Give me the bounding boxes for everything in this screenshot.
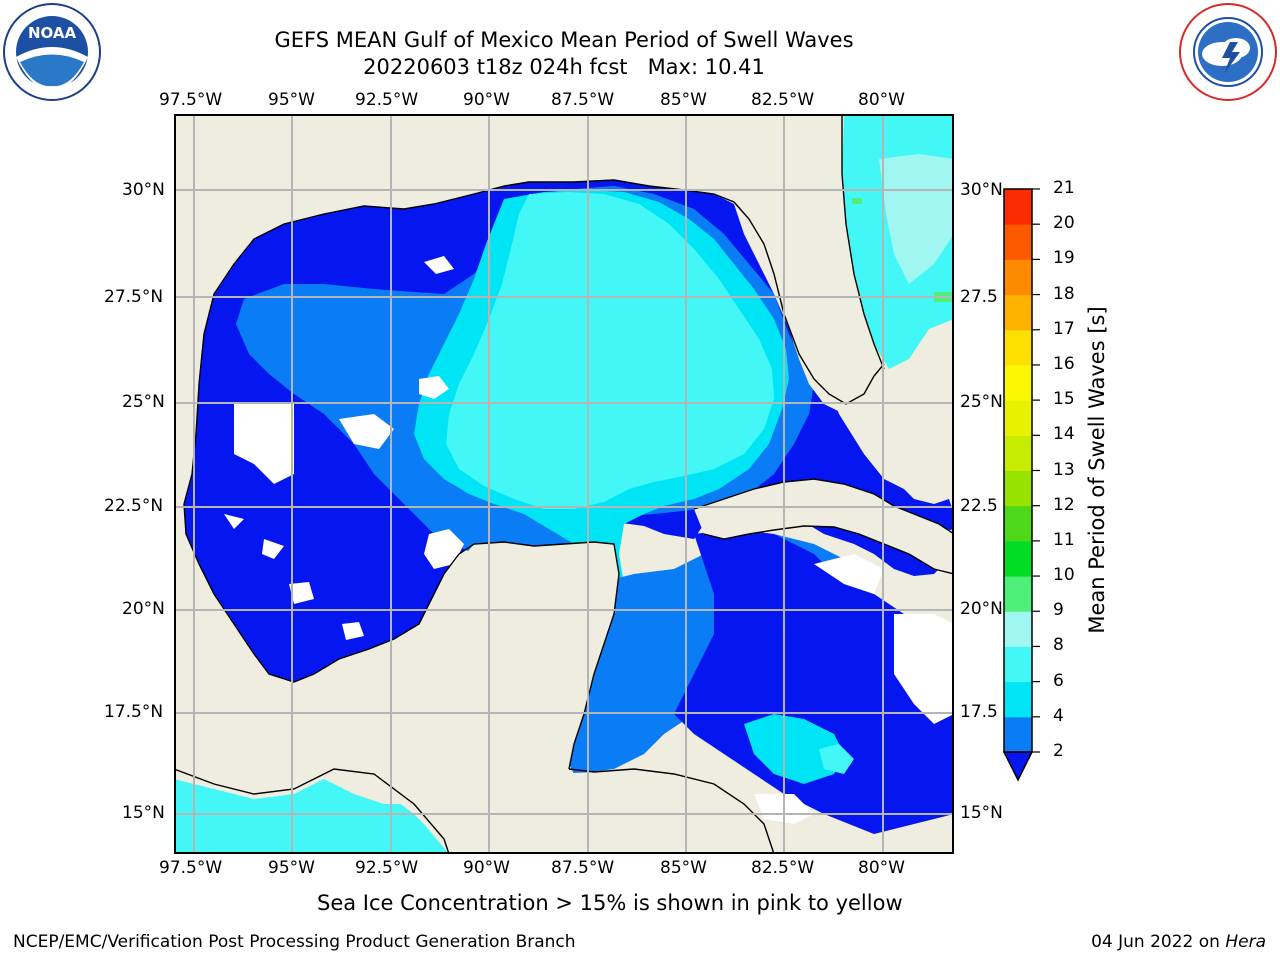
swell-band-gulf-core — [446, 192, 774, 509]
swell-band-atlantic-light — [879, 154, 954, 284]
colorbar-axis-label: Mean Period of Swell Waves [s] — [1085, 306, 1109, 634]
lon-label-bottom-97-5: 97.5°W — [159, 858, 223, 878]
colorbar-tick-label: 9 — [1053, 600, 1064, 621]
lat-label-left-17-5: 17.5°N — [104, 702, 164, 722]
no-data-holes — [224, 256, 954, 824]
colorbar-tick-label: 17 — [1053, 318, 1075, 339]
colorbar-tick-label: 8 — [1053, 635, 1064, 656]
land-yucatan — [294, 542, 619, 804]
noaa-logo-text: NOAA — [28, 24, 77, 42]
colorbar-extend-triangle — [1002, 751, 1034, 782]
lat-label-left-20: 20°N — [122, 599, 165, 619]
coastlines — [174, 114, 954, 854]
colorbar-tick-label: 18 — [1053, 283, 1075, 304]
lon-label-bottom-92-5: 92.5°W — [355, 858, 419, 878]
lon-label-bottom-80: 80°W — [858, 858, 905, 878]
footer-host: Hera — [1225, 932, 1266, 952]
nws-logo — [1178, 2, 1278, 106]
lat-label-left-27-5: 27.5°N — [104, 287, 164, 307]
colorbar-segment — [1004, 505, 1032, 542]
lon-label-top-95: 95°W — [268, 90, 315, 110]
lon-label-bottom-82-5: 82.5°W — [751, 858, 815, 878]
swell-band-atlantic-green-2 — [852, 198, 862, 204]
lat-label-right-17-5: 17.5 — [960, 702, 998, 722]
lon-label-top-82-5: 82.5°W — [751, 90, 815, 110]
lat-label-right-27-5: 27.5 — [960, 287, 998, 307]
colorbar-tick-label: 10 — [1053, 565, 1075, 586]
colorbar-segment — [1004, 435, 1032, 471]
colorbar-tick-label: 21 — [1053, 178, 1075, 198]
footer-date: 04 Jun 2022 on Hera — [1091, 932, 1266, 952]
colorbar-tick-label: 2 — [1053, 741, 1064, 761]
colorbar-segment — [1004, 716, 1032, 753]
lon-label-top-80: 80°W — [858, 90, 905, 110]
grid-lines — [174, 114, 954, 854]
colorbar-segment — [1004, 294, 1032, 331]
map-subtitle: 20220603 t18z 024h fcst Max: 10.41 — [363, 55, 765, 79]
colorbar-segment — [1004, 259, 1032, 296]
colorbar-tick-label: 12 — [1053, 494, 1075, 515]
colorbar-tick-label: 4 — [1053, 705, 1064, 726]
lon-label-bottom-90: 90°W — [463, 858, 510, 878]
lat-label-right-20: 20°N — [960, 599, 1003, 619]
map-panel — [174, 114, 954, 854]
lat-label-left-22-5: 22.5°N — [104, 496, 164, 516]
colorbar-segment — [1004, 329, 1032, 366]
colorbar — [1002, 188, 1040, 782]
swell-band-caribbean-core — [819, 744, 854, 774]
lat-label-right-22-5: 22.5 — [960, 496, 998, 516]
lon-label-top-90: 90°W — [463, 90, 510, 110]
colorbar-tick-label: 11 — [1053, 529, 1075, 550]
lat-label-left-25: 25°N — [122, 392, 165, 412]
lat-label-left-15: 15°N — [122, 803, 165, 823]
lon-label-bottom-85: 85°W — [660, 858, 707, 878]
lat-label-left-30: 30°N — [122, 180, 165, 200]
colorbar-tick-label: 14 — [1053, 424, 1075, 445]
swell-band-caribbean-cyan — [744, 714, 844, 784]
lon-label-bottom-95: 95°W — [268, 858, 315, 878]
map-title: GEFS MEAN Gulf of Mexico Mean Period of … — [274, 28, 854, 52]
colorbar-segment — [1004, 470, 1032, 507]
footer-date-text: 04 Jun 2022 on — [1091, 932, 1226, 952]
colorbar-segment — [1004, 364, 1032, 401]
colorbar-segment — [1004, 646, 1032, 683]
colorbar-segment — [1004, 576, 1032, 612]
colorbar-segments — [1004, 189, 1032, 753]
lon-label-top-97-5: 97.5°W — [159, 90, 223, 110]
footer-branch: NCEP/EMC/Verification Post Processing Pr… — [13, 932, 576, 952]
colorbar-segment — [1004, 540, 1032, 577]
lon-label-top-87-5: 87.5°W — [551, 90, 615, 110]
colorbar-tick-marks — [1032, 188, 1040, 753]
lat-label-right-30: 30°N — [960, 180, 1003, 200]
lon-label-top-85: 85°W — [660, 90, 707, 110]
lon-label-bottom-87-5: 87.5°W — [551, 858, 615, 878]
lat-label-right-15: 15°N — [960, 803, 1003, 823]
lon-label-top-92-5: 92.5°W — [355, 90, 419, 110]
map-frame — [174, 114, 954, 854]
colorbar-tick-label: 15 — [1053, 389, 1075, 410]
colorbar-tick-label: 6 — [1053, 670, 1064, 691]
colorbar-segment — [1004, 224, 1032, 260]
lat-label-right-25: 25°N — [960, 392, 1003, 412]
noaa-logo: NOAA — [2, 2, 102, 106]
colorbar-segment — [1004, 611, 1032, 647]
colorbar-tick-label: 16 — [1053, 353, 1075, 374]
colorbar-tick-label: 19 — [1053, 248, 1075, 269]
colorbar-tick-label: 13 — [1053, 459, 1075, 480]
sea-ice-note: Sea Ice Concentration > 15% is shown in … — [317, 891, 903, 915]
colorbar-segment — [1004, 681, 1032, 718]
colorbar-segment — [1004, 400, 1032, 436]
colorbar-segment — [1004, 189, 1032, 225]
colorbar-tick-label: 20 — [1053, 213, 1075, 234]
